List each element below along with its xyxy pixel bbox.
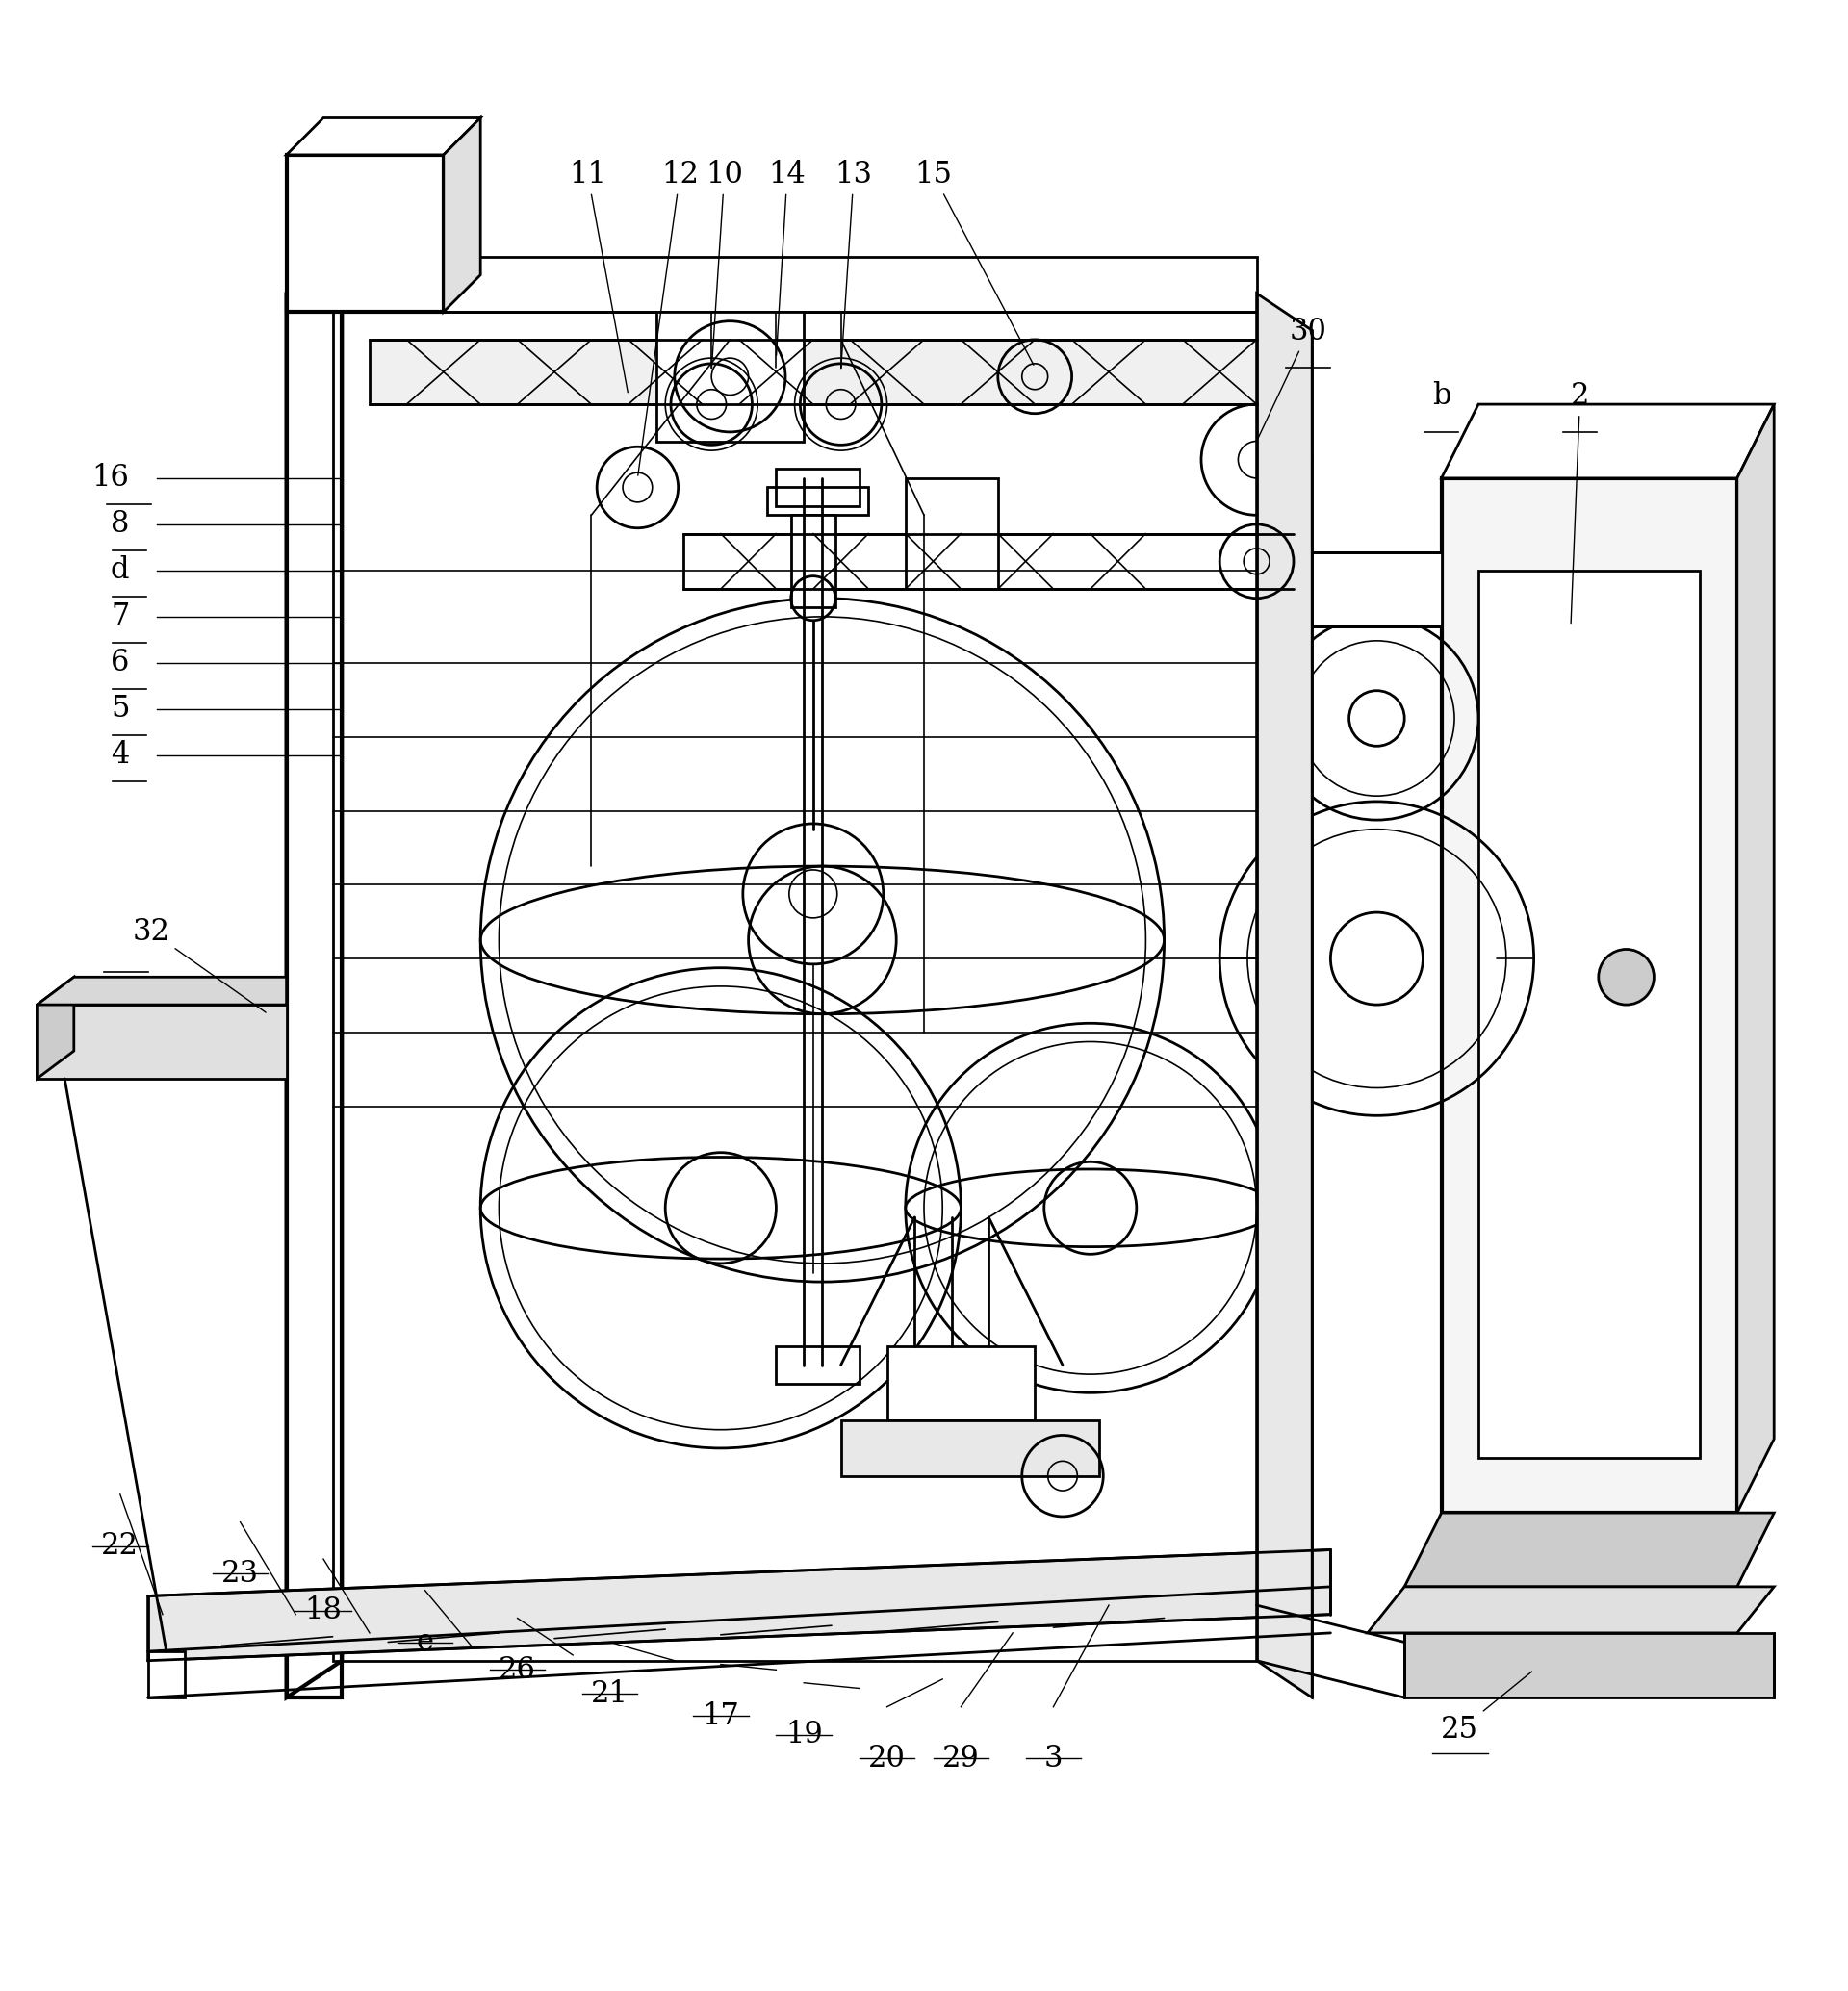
Bar — [841, 1420, 1100, 1475]
Polygon shape — [37, 1005, 286, 1079]
Polygon shape — [656, 313, 804, 442]
Bar — [286, 293, 342, 1698]
Text: 10: 10 — [706, 159, 743, 368]
Polygon shape — [791, 516, 835, 607]
Polygon shape — [906, 478, 998, 589]
Bar — [776, 1346, 859, 1384]
Text: 7: 7 — [111, 601, 129, 631]
Text: 26: 26 — [499, 1655, 536, 1684]
Bar — [1404, 1633, 1774, 1698]
Text: 13: 13 — [835, 159, 872, 368]
Polygon shape — [1257, 293, 1312, 1698]
Polygon shape — [37, 978, 74, 1079]
Text: 15: 15 — [915, 159, 1033, 364]
Text: 16: 16 — [92, 464, 129, 494]
Text: 5: 5 — [111, 695, 129, 725]
Text: 18: 18 — [305, 1597, 342, 1627]
Text: 14: 14 — [769, 159, 806, 356]
Text: 12: 12 — [638, 159, 699, 476]
Polygon shape — [148, 1651, 185, 1698]
Text: 6: 6 — [111, 647, 129, 677]
Polygon shape — [1404, 1513, 1774, 1587]
Polygon shape — [1441, 404, 1774, 478]
Text: 29: 29 — [942, 1744, 979, 1774]
Polygon shape — [286, 117, 480, 155]
Text: 20: 20 — [869, 1744, 906, 1774]
Text: 23: 23 — [222, 1559, 259, 1589]
Polygon shape — [286, 257, 342, 1698]
Polygon shape — [1368, 1587, 1774, 1633]
Polygon shape — [1312, 552, 1441, 625]
Polygon shape — [148, 1549, 1331, 1660]
Bar — [776, 470, 859, 506]
Polygon shape — [887, 1346, 1035, 1420]
Text: b: b — [1432, 380, 1451, 410]
Text: 11: 11 — [569, 159, 628, 392]
Text: d: d — [111, 555, 129, 585]
Circle shape — [1599, 950, 1654, 1005]
Polygon shape — [444, 117, 480, 313]
Polygon shape — [1737, 404, 1774, 1513]
Text: 32: 32 — [133, 918, 266, 1013]
Text: e: e — [416, 1627, 434, 1657]
Text: 30: 30 — [1258, 317, 1327, 438]
Text: 2: 2 — [1571, 380, 1589, 623]
Bar — [767, 488, 869, 516]
Text: 22: 22 — [102, 1531, 139, 1561]
Text: 21: 21 — [591, 1678, 628, 1708]
Polygon shape — [286, 257, 1257, 313]
Text: 25: 25 — [1441, 1672, 1532, 1744]
Text: 4: 4 — [111, 741, 129, 771]
Text: 17: 17 — [702, 1700, 739, 1730]
Bar — [1478, 571, 1700, 1457]
Polygon shape — [684, 534, 1294, 589]
Text: 8: 8 — [111, 510, 129, 540]
Text: 19: 19 — [785, 1720, 822, 1750]
Polygon shape — [370, 340, 1257, 404]
Polygon shape — [37, 978, 286, 1005]
Polygon shape — [286, 155, 444, 313]
Polygon shape — [1441, 478, 1737, 1513]
Text: 3: 3 — [1044, 1744, 1063, 1774]
